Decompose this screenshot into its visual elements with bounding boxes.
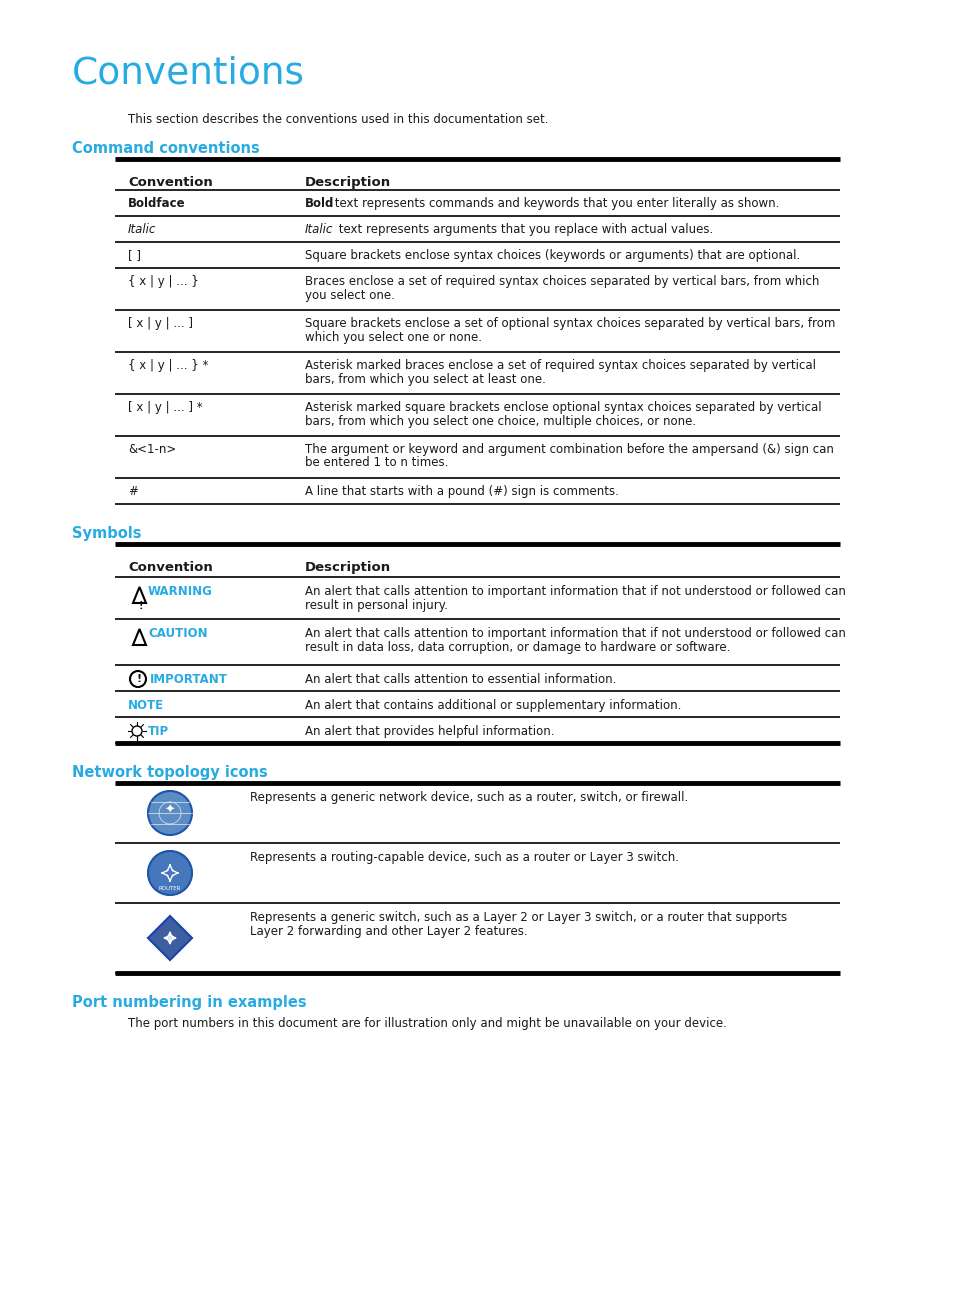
Text: Network topology icons: Network topology icons <box>71 765 268 780</box>
Text: !: ! <box>136 674 141 684</box>
Text: Symbols: Symbols <box>71 526 141 540</box>
Text: The argument or keyword and argument combination before the ampersand (&) sign c: The argument or keyword and argument com… <box>305 443 833 456</box>
Text: Convention: Convention <box>128 561 213 574</box>
Text: CAUTION: CAUTION <box>148 627 208 640</box>
Polygon shape <box>148 916 192 960</box>
Text: The port numbers in this document are for illustration only and might be unavail: The port numbers in this document are fo… <box>128 1017 726 1030</box>
Text: Port numbering in examples: Port numbering in examples <box>71 995 306 1010</box>
Text: IMPORTANT: IMPORTANT <box>150 673 228 686</box>
Text: TIP: TIP <box>148 724 169 737</box>
Text: An alert that contains additional or supplementary information.: An alert that contains additional or sup… <box>305 699 680 712</box>
Text: Square brackets enclose syntax choices (keywords or arguments) that are optional: Square brackets enclose syntax choices (… <box>305 249 800 262</box>
Text: Command conventions: Command conventions <box>71 141 259 156</box>
Text: Boldface: Boldface <box>128 197 186 210</box>
Text: WARNING: WARNING <box>148 584 213 597</box>
Text: &<1-n>: &<1-n> <box>128 443 176 456</box>
Text: Convention: Convention <box>128 176 213 189</box>
Text: Description: Description <box>305 176 391 189</box>
Text: [ ]: [ ] <box>128 249 141 262</box>
Text: [ x | y | ... ] *: [ x | y | ... ] * <box>128 400 202 413</box>
Text: Bold: Bold <box>305 197 334 210</box>
Text: An alert that calls attention to important information that if not understood or: An alert that calls attention to importa… <box>305 627 845 640</box>
Text: NOTE: NOTE <box>128 699 164 712</box>
Text: An alert that calls attention to essential information.: An alert that calls attention to essenti… <box>305 673 616 686</box>
Circle shape <box>148 851 192 896</box>
Text: An alert that calls attention to important information that if not understood or: An alert that calls attention to importa… <box>305 584 845 597</box>
Text: { x | y | ... } *: { x | y | ... } * <box>128 359 208 372</box>
Text: Description: Description <box>305 561 391 574</box>
Text: be entered 1 to n times.: be entered 1 to n times. <box>305 456 448 469</box>
Text: Represents a routing-capable device, such as a router or Layer 3 switch.: Represents a routing-capable device, suc… <box>250 851 679 864</box>
Text: Asterisk marked square brackets enclose optional syntax choices separated by ver: Asterisk marked square brackets enclose … <box>305 400 821 413</box>
Text: result in personal injury.: result in personal injury. <box>305 599 447 612</box>
Text: An alert that provides helpful information.: An alert that provides helpful informati… <box>305 724 554 737</box>
Text: A line that starts with a pound (#) sign is comments.: A line that starts with a pound (#) sign… <box>305 485 618 498</box>
Text: text represents arguments that you replace with actual values.: text represents arguments that you repla… <box>335 223 713 236</box>
Text: Layer 2 forwarding and other Layer 2 features.: Layer 2 forwarding and other Layer 2 fea… <box>250 924 527 937</box>
Text: This section describes the conventions used in this documentation set.: This section describes the conventions u… <box>128 113 548 126</box>
Text: text represents commands and keywords that you enter literally as shown.: text represents commands and keywords th… <box>331 197 779 210</box>
Text: which you select one or none.: which you select one or none. <box>305 330 481 343</box>
Text: you select one.: you select one. <box>305 289 395 302</box>
Text: { x | y | ... }: { x | y | ... } <box>128 275 198 288</box>
Text: Asterisk marked braces enclose a set of required syntax choices separated by ver: Asterisk marked braces enclose a set of … <box>305 359 815 372</box>
Text: Italic: Italic <box>128 223 156 236</box>
Text: ✦: ✦ <box>165 804 175 816</box>
Text: #: # <box>128 485 138 498</box>
Circle shape <box>148 791 192 835</box>
Text: Conventions: Conventions <box>71 56 305 92</box>
Text: Square brackets enclose a set of optional syntax choices separated by vertical b: Square brackets enclose a set of optiona… <box>305 318 835 330</box>
Text: result in data loss, data corruption, or damage to hardware or software.: result in data loss, data corruption, or… <box>305 640 730 653</box>
Text: [ x | y | ... ]: [ x | y | ... ] <box>128 318 193 330</box>
Text: bars, from which you select at least one.: bars, from which you select at least one… <box>305 372 545 385</box>
Text: Represents a generic switch, such as a Layer 2 or Layer 3 switch, or a router th: Represents a generic switch, such as a L… <box>250 911 786 924</box>
Text: ROUTER: ROUTER <box>158 886 181 892</box>
Text: !: ! <box>138 601 143 610</box>
Text: bars, from which you select one choice, multiple choices, or none.: bars, from which you select one choice, … <box>305 415 696 428</box>
Text: Italic: Italic <box>305 223 333 236</box>
Text: Represents a generic network device, such as a router, switch, or firewall.: Represents a generic network device, suc… <box>250 791 687 804</box>
Text: Braces enclose a set of required syntax choices separated by vertical bars, from: Braces enclose a set of required syntax … <box>305 275 819 288</box>
